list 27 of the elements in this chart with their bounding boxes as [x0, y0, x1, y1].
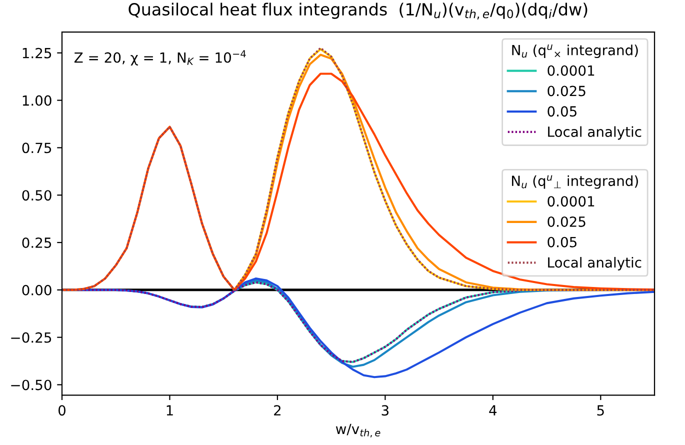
x-axis-title: w/v$_{th,e}$	[336, 424, 380, 438]
x-tick-label: 4	[489, 405, 497, 416]
text: N$_{u}$ (q$^{u}$$_{×}$ integrand)	[512, 44, 638, 58]
legend-label: Local analytic	[548, 126, 642, 140]
legend-label: 0.025	[548, 86, 586, 96]
legend-label: Local analytic	[548, 256, 642, 270]
legend-label: 0.0001	[548, 196, 594, 207]
x-tick-label: 2	[274, 405, 280, 416]
y-tick-label: 1.25	[22, 48, 52, 58]
x-tick-label: 5	[597, 405, 604, 416]
legend-label: 0.05	[548, 236, 576, 248]
annotation: Z = 20, χ = 1, N$_{K}$ = 10$^{−4}$	[74, 50, 246, 66]
legend-label: 0.025	[548, 216, 586, 227]
x-tick-label: 0	[58, 405, 66, 416]
y-tick-label: 1.00	[22, 95, 52, 106]
legend-label: 0.05	[548, 106, 576, 117]
y-tick-label: 0.00	[22, 284, 52, 296]
y-tick-label: −0.25	[11, 332, 52, 343]
y-tick-label: 0.50	[22, 190, 52, 201]
y-tick-label: 0.75	[22, 142, 52, 154]
y-tick-label: −0.50	[11, 380, 52, 390]
chart-title: Quasilocal heat flux integrands (1/N$_{u}$)(v$_{th,e}$/q$_{0}$)(dq$_{i}$/dw)	[128, 2, 588, 20]
y-tick-label: 0.25	[22, 237, 52, 248]
x-tick-label: 3	[382, 405, 388, 416]
legend-label: 0.0001	[548, 65, 594, 76]
x-tick-label: 1	[166, 405, 173, 416]
text: N$_{u}$ (q$^{u}$$_{⊥}$ integrand)	[512, 175, 638, 189]
